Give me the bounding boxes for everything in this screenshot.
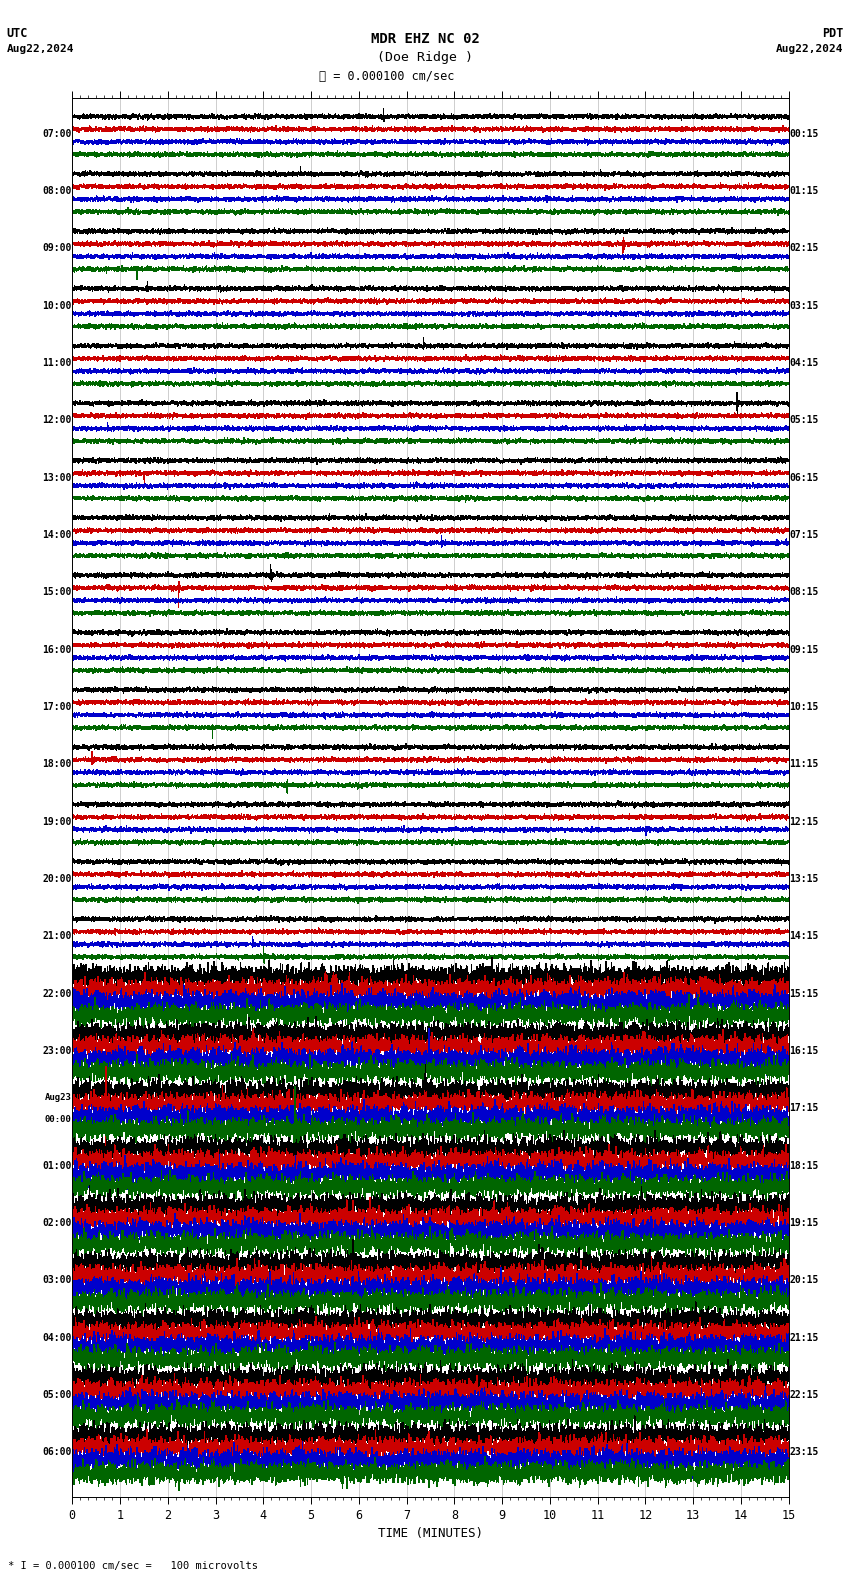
Text: 12:15: 12:15 [790, 817, 819, 827]
Text: 20:15: 20:15 [790, 1275, 819, 1285]
Text: 16:15: 16:15 [790, 1045, 819, 1057]
Text: 08:00: 08:00 [42, 185, 71, 196]
Text: Aug22,2024: Aug22,2024 [776, 44, 843, 54]
Text: 11:00: 11:00 [42, 358, 71, 367]
Text: 02:15: 02:15 [790, 244, 819, 253]
Text: 19:15: 19:15 [790, 1218, 819, 1228]
Text: 21:00: 21:00 [42, 931, 71, 941]
Text: 14:15: 14:15 [790, 931, 819, 941]
Text: 10:00: 10:00 [42, 301, 71, 310]
Text: 16:00: 16:00 [42, 645, 71, 654]
Text: 14:00: 14:00 [42, 531, 71, 540]
Text: 22:00: 22:00 [42, 988, 71, 998]
Text: 09:00: 09:00 [42, 244, 71, 253]
Text: 04:15: 04:15 [790, 358, 819, 367]
Text: * I = 0.000100 cm/sec =   100 microvolts: * I = 0.000100 cm/sec = 100 microvolts [8, 1562, 258, 1571]
Text: 00:15: 00:15 [790, 128, 819, 139]
Text: 03:15: 03:15 [790, 301, 819, 310]
Text: (Doe Ridge ): (Doe Ridge ) [377, 51, 473, 63]
Text: 18:15: 18:15 [790, 1161, 819, 1171]
Text: 23:00: 23:00 [42, 1045, 71, 1057]
Text: 00:00: 00:00 [45, 1115, 71, 1125]
Text: 17:15: 17:15 [790, 1102, 819, 1114]
Text: 15:15: 15:15 [790, 988, 819, 998]
Text: 23:15: 23:15 [790, 1448, 819, 1457]
Text: 05:15: 05:15 [790, 415, 819, 426]
Text: 04:00: 04:00 [42, 1332, 71, 1343]
Text: 10:15: 10:15 [790, 702, 819, 711]
X-axis label: TIME (MINUTES): TIME (MINUTES) [378, 1527, 483, 1540]
Text: MDR EHZ NC 02: MDR EHZ NC 02 [371, 32, 479, 46]
Text: 12:00: 12:00 [42, 415, 71, 426]
Text: 07:00: 07:00 [42, 128, 71, 139]
Text: PDT: PDT [822, 27, 843, 40]
Text: 01:15: 01:15 [790, 185, 819, 196]
Text: 17:00: 17:00 [42, 702, 71, 711]
Text: 15:00: 15:00 [42, 588, 71, 597]
Text: 18:00: 18:00 [42, 759, 71, 770]
Text: 22:15: 22:15 [790, 1389, 819, 1400]
Text: 07:15: 07:15 [790, 531, 819, 540]
Text: 03:00: 03:00 [42, 1275, 71, 1285]
Text: 11:15: 11:15 [790, 759, 819, 770]
Text: ⎹ = 0.000100 cm/sec: ⎹ = 0.000100 cm/sec [319, 70, 455, 82]
Text: 20:00: 20:00 [42, 874, 71, 884]
Text: 01:00: 01:00 [42, 1161, 71, 1171]
Text: UTC: UTC [7, 27, 28, 40]
Text: 21:15: 21:15 [790, 1332, 819, 1343]
Text: Aug23: Aug23 [45, 1093, 71, 1101]
Text: 02:00: 02:00 [42, 1218, 71, 1228]
Text: 13:15: 13:15 [790, 874, 819, 884]
Text: 08:15: 08:15 [790, 588, 819, 597]
Text: 06:15: 06:15 [790, 472, 819, 483]
Text: 19:00: 19:00 [42, 817, 71, 827]
Text: 09:15: 09:15 [790, 645, 819, 654]
Text: 05:00: 05:00 [42, 1389, 71, 1400]
Text: 13:00: 13:00 [42, 472, 71, 483]
Text: Aug22,2024: Aug22,2024 [7, 44, 74, 54]
Text: 06:00: 06:00 [42, 1448, 71, 1457]
